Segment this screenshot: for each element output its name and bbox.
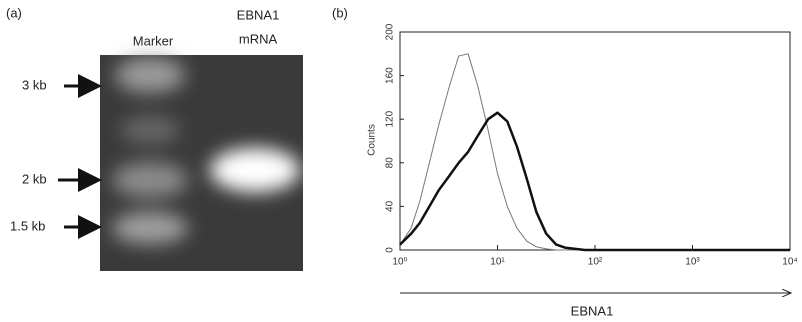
size-marker: 1.5 kb bbox=[10, 218, 45, 233]
y-axis-label: Counts bbox=[367, 124, 378, 156]
y-tick-label: 160 bbox=[385, 67, 396, 84]
histogram-curve bbox=[400, 113, 790, 250]
panel-a: (a) Marker EBNA1 mRNA 3 kb 2 kb 1.5 kb bbox=[6, 5, 303, 271]
y-tick-label: 80 bbox=[385, 157, 396, 169]
lane-label: mRNA bbox=[239, 31, 278, 46]
figure: (a) Marker EBNA1 mRNA 3 kb 2 kb 1.5 kb (… bbox=[0, 0, 802, 322]
x-tick-label: 10⁴ bbox=[782, 257, 797, 268]
size-marker: 2 kb bbox=[22, 171, 47, 186]
panel-label: (a) bbox=[6, 5, 22, 20]
panel-b: (b) Counts EBNA1 0 40 80 120 160 200 10⁰ 10¹ 10²… bbox=[332, 5, 798, 318]
y-tick-label: 0 bbox=[385, 247, 396, 253]
gel-image bbox=[100, 55, 303, 271]
y-tick-label: 120 bbox=[385, 110, 396, 127]
x-tick-label: 10² bbox=[588, 257, 603, 268]
size-marker: 3 kb bbox=[22, 77, 47, 92]
x-tick-label: 10⁰ bbox=[392, 257, 407, 268]
x-tick-label: 10¹ bbox=[490, 257, 505, 268]
histogram-curve bbox=[400, 54, 790, 250]
panel-label: (b) bbox=[332, 5, 348, 20]
x-tick-label: 10³ bbox=[685, 257, 700, 268]
x-axis-label: EBNA1 bbox=[571, 303, 614, 318]
lane-label: Marker bbox=[133, 33, 174, 48]
y-tick-label: 200 bbox=[385, 23, 396, 40]
y-tick-label: 40 bbox=[385, 200, 396, 212]
plot-frame bbox=[400, 32, 790, 250]
lane-label: EBNA1 bbox=[237, 7, 280, 22]
